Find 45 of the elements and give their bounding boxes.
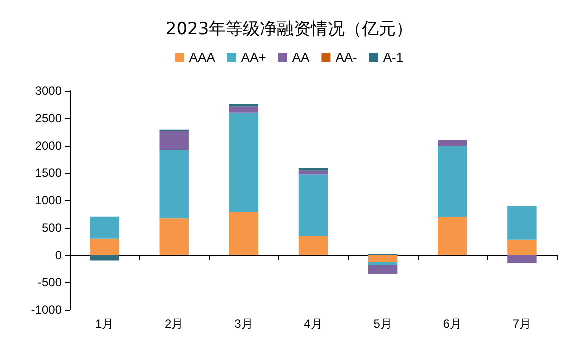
x-tick-label: 6月 <box>443 317 462 331</box>
legend-label: AAA <box>189 50 216 65</box>
x-tick-label: 5月 <box>374 317 392 331</box>
bar <box>368 262 398 266</box>
bar <box>160 218 189 256</box>
y-tick-label: 2000 <box>35 138 62 153</box>
bar <box>90 255 120 261</box>
bar <box>229 112 259 212</box>
bar <box>508 240 537 256</box>
bar <box>298 174 328 236</box>
bar <box>298 168 328 171</box>
x-tick-label: 3月 <box>234 317 254 331</box>
bar <box>438 217 468 256</box>
x-tick-label: 4月 <box>304 317 323 331</box>
y-tick-label: 1500 <box>35 166 62 180</box>
bar <box>438 140 468 146</box>
chart-title: 2023年等级净融资情况（亿元） <box>166 20 414 40</box>
bar <box>508 206 537 240</box>
y-tick-label: -1000 <box>31 303 62 317</box>
bar <box>90 216 120 239</box>
y-tick-label: 2500 <box>35 111 62 126</box>
bar <box>229 104 259 107</box>
bar <box>368 255 398 262</box>
x-tick-label: 2月 <box>165 317 184 331</box>
x-tick-label: 7月 <box>512 317 532 331</box>
bar <box>438 146 468 218</box>
legend-label: AA- <box>336 50 358 65</box>
bar <box>298 170 328 175</box>
y-tick-label: 0 <box>55 248 62 262</box>
bar <box>160 130 189 150</box>
y-tick-label: 3000 <box>35 84 62 98</box>
bar <box>508 255 537 264</box>
legend-label: AA <box>292 50 310 65</box>
bar <box>229 106 259 113</box>
y-tick-label: 500 <box>42 220 62 235</box>
legend-label: A-1 <box>383 50 404 65</box>
y-tick-label: -500 <box>38 276 62 290</box>
y-tick-label: 1000 <box>35 194 62 208</box>
x-tick-label: 1月 <box>95 317 114 331</box>
bar <box>368 265 398 274</box>
bar <box>298 236 328 256</box>
legend-label: AA+ <box>241 50 266 65</box>
bar <box>160 150 189 219</box>
bar <box>229 212 259 256</box>
bar <box>90 238 120 256</box>
